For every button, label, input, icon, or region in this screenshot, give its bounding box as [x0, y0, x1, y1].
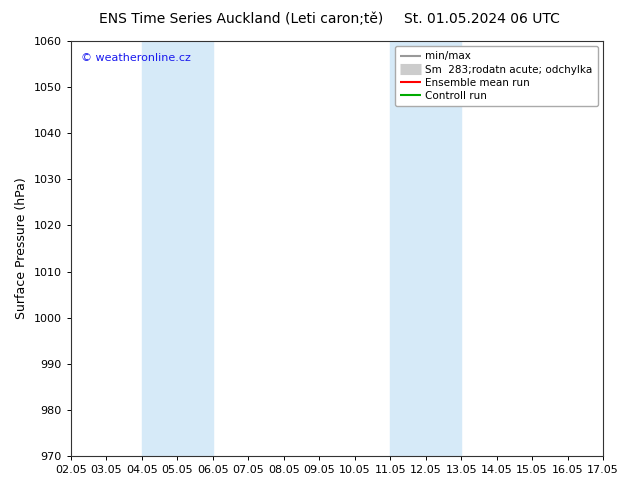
Text: St. 01.05.2024 06 UTC: St. 01.05.2024 06 UTC [404, 12, 560, 26]
Bar [141, 41, 212, 456]
Text: © weatheronline.cz: © weatheronline.cz [81, 53, 191, 64]
Y-axis label: Surface Pressure (hPa): Surface Pressure (hPa) [15, 178, 28, 319]
Bar [390, 41, 461, 456]
Text: ENS Time Series Auckland (Leti caron;tě): ENS Time Series Auckland (Leti caron;tě) [99, 12, 383, 26]
Legend: min/max, Sm  283;rodatn acute; odchylka, Ensemble mean run, Controll run: min/max, Sm 283;rodatn acute; odchylka, … [395, 46, 598, 106]
